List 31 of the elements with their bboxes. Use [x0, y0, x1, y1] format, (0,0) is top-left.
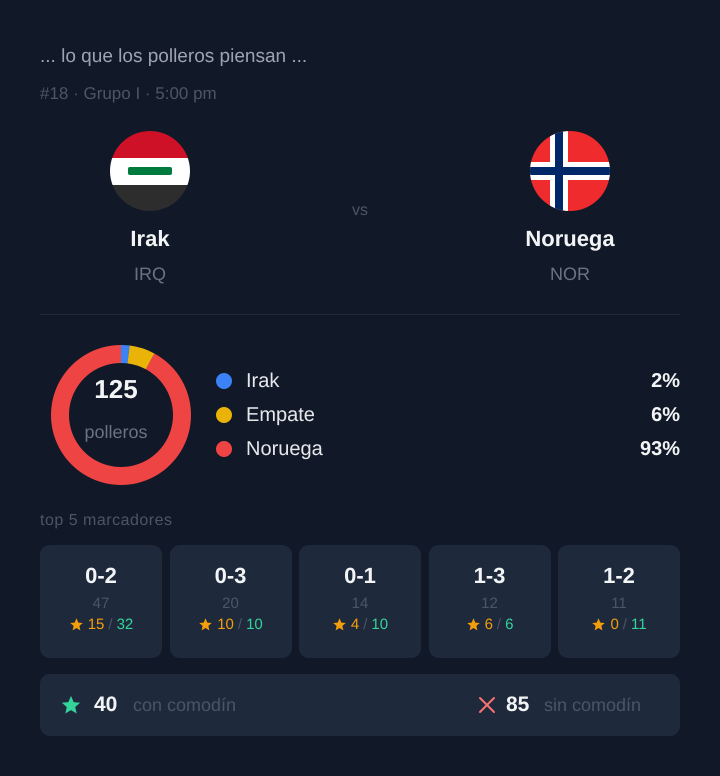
text: vs — [351, 202, 369, 220]
text: 125 — [93, 374, 139, 405]
text: 0 / 11 — [610, 616, 647, 633]
chart-subtitle: #18 · Grupo I · 5:00 pm — [40, 84, 217, 104]
text: polleros — [83, 422, 149, 443]
text: 0-3 — [214, 563, 248, 589]
data-label: 6% — [651, 404, 680, 426]
chart-title: ... lo que los polleros piensan ... — [40, 46, 308, 68]
data-label: 2% — [651, 370, 680, 392]
text: 40 — [94, 693, 118, 717]
data-label: 93% — [640, 438, 680, 460]
donut-slice — [127, 346, 154, 370]
text: 1-3 — [472, 563, 506, 589]
text: 10 / 10 — [217, 616, 263, 633]
text: IRQ — [132, 264, 167, 285]
text: NOR — [549, 264, 591, 285]
text: 6 / 6 — [484, 616, 514, 633]
text: Noruega — [524, 226, 616, 252]
text: 1-2 — [602, 563, 636, 589]
text: Irak — [129, 226, 171, 252]
text: 0-1 — [343, 563, 377, 589]
legend-label: Empate — [246, 404, 316, 426]
text: 4 / 10 — [350, 616, 388, 633]
donut-slice — [51, 345, 191, 485]
legend-label: Noruega — [246, 438, 324, 460]
text: 85 — [506, 693, 530, 717]
legend-label: Irak — [246, 370, 280, 392]
text: 0-2 — [84, 563, 118, 589]
donut-slice — [121, 345, 130, 364]
text: top 5 marcadores — [40, 512, 173, 530]
text: 15 / 32 — [88, 616, 134, 633]
